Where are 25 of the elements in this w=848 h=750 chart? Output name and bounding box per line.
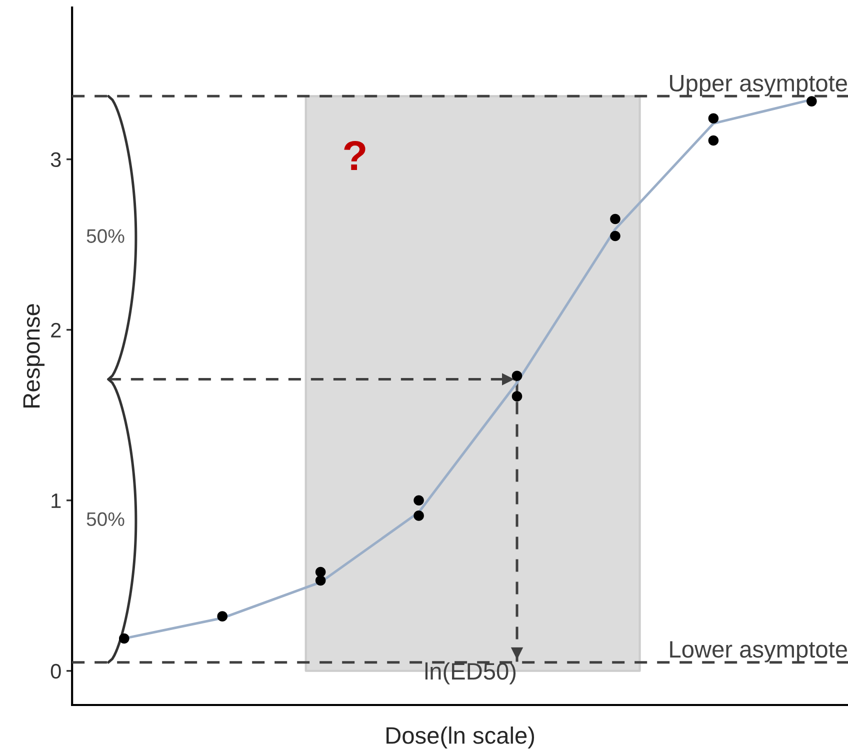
y-tick-label: 3 — [50, 152, 61, 168]
point — [217, 611, 228, 622]
point — [806, 96, 817, 106]
y-tick-label: 1 — [52, 494, 61, 508]
point — [315, 575, 326, 586]
ref-line-label: Upper asymptote — [670, 75, 847, 96]
x-axis-title: Dose(ln scale) — [386, 726, 534, 749]
point — [610, 230, 620, 242]
point — [708, 135, 719, 146]
point — [315, 566, 326, 578]
y-tick-label: 0 — [50, 664, 61, 679]
point — [512, 370, 522, 382]
y-tick-label: 2 — [51, 322, 61, 338]
point — [708, 113, 719, 124]
annotation: 50% — [86, 229, 124, 243]
annotation: 50% — [86, 512, 124, 526]
point — [414, 495, 424, 506]
annotation: ln(ED50) — [425, 662, 516, 684]
point — [118, 633, 130, 644]
point — [414, 510, 424, 521]
point — [512, 391, 522, 402]
point — [610, 214, 620, 224]
ref-line-label: Lower asymptote — [670, 641, 847, 662]
y-axis-title: Response — [23, 304, 45, 408]
annotation: ? — [344, 140, 366, 170]
